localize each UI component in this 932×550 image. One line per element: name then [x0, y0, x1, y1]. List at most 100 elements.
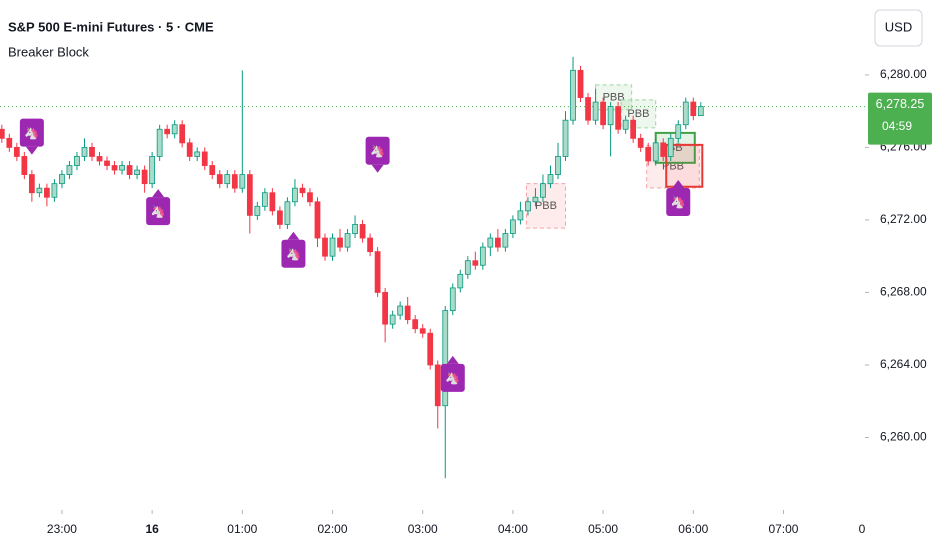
candle-body	[419, 328, 426, 334]
signal-marker	[666, 188, 691, 217]
candle-body	[299, 187, 306, 194]
candle-body	[261, 192, 268, 207]
x-tick-label: 23:00	[47, 522, 77, 536]
signal-pointer	[371, 164, 384, 173]
signal-icon: 🦄	[445, 371, 460, 385]
axes: 6,260.006,264.006,268.006,272.006,276.00…	[865, 67, 932, 444]
candle-body	[314, 201, 321, 239]
last-price-label: 6,278.25	[876, 97, 925, 111]
candle-body	[675, 124, 682, 139]
candle-body	[111, 165, 118, 171]
candle-body	[171, 124, 178, 135]
candle-body	[494, 237, 501, 248]
candle-body	[682, 101, 689, 126]
candle-body	[186, 142, 193, 157]
candle-body	[660, 142, 667, 157]
candle-body	[44, 187, 50, 198]
currency-button[interactable]	[874, 9, 923, 47]
candle-body	[412, 319, 419, 330]
candle-body	[434, 364, 441, 407]
candle-body	[547, 174, 554, 185]
y-tick-label: 6,280.00	[880, 67, 927, 81]
candle-body	[525, 201, 531, 212]
y-tick-label: 6,264.00	[880, 357, 927, 371]
candle-body	[51, 183, 58, 198]
candle-body	[149, 156, 156, 185]
candle-body	[13, 146, 20, 157]
candle-body	[502, 233, 509, 248]
candle-body	[231, 174, 238, 189]
x-tick-label: 04:00	[498, 522, 528, 536]
candle-body	[96, 156, 103, 162]
candle-body	[615, 106, 622, 130]
candle-body	[562, 119, 569, 157]
candle-body	[367, 237, 373, 253]
chart-title: S&P 500 E-mini Futures · 5 · CME	[8, 19, 214, 34]
candle-body	[570, 69, 576, 121]
indicator-name: Breaker Block	[8, 44, 89, 59]
candle-body	[194, 151, 201, 157]
candle-body	[464, 260, 471, 275]
candle-body	[209, 165, 216, 175]
signal-icon: 🦄	[24, 126, 39, 140]
candle-body	[510, 219, 516, 234]
candle-body	[359, 224, 366, 239]
candle-body	[6, 137, 13, 148]
candle-body	[81, 146, 88, 157]
candle-body	[322, 237, 328, 257]
candle-body	[126, 165, 133, 175]
plot-area: 23:00 16 01:00 02:00 03:00 04:00 05:00 06:00 07:…	[0, 56, 889, 536]
signal-icon: 🦄	[286, 247, 301, 261]
candle-body	[21, 156, 28, 175]
candle-body	[457, 273, 464, 289]
candle-body	[555, 156, 561, 175]
candle-body	[0, 128, 5, 139]
y-tick-label: 6,260.00	[880, 430, 927, 444]
x-tick-label: 07:00	[768, 522, 798, 536]
signal-pointer	[25, 146, 38, 155]
candle-body	[201, 151, 208, 166]
candle-body	[307, 192, 313, 203]
candle-body	[577, 69, 584, 98]
breaker-zone	[620, 99, 657, 129]
candle-body	[277, 210, 283, 225]
signal-icon: 🦄	[671, 195, 686, 209]
candle-body	[427, 332, 434, 366]
candle-body	[487, 237, 494, 248]
candle-body	[352, 224, 358, 234]
candle-body	[600, 101, 606, 126]
currency[interactable]: USD	[885, 19, 912, 34]
candle-body	[630, 119, 637, 139]
candle-body	[224, 174, 231, 185]
signal-marker	[281, 239, 306, 268]
price-axis-panel	[865, 0, 932, 550]
signal-pointer	[672, 180, 685, 189]
breaker-zone	[525, 183, 567, 229]
candle-body	[532, 196, 539, 203]
candle-body	[269, 192, 276, 212]
signal-icon: 🦄	[370, 144, 385, 158]
x-tick-label: 03:00	[408, 522, 438, 536]
candle-body	[344, 233, 351, 248]
zone-label: PBB	[627, 108, 649, 120]
candle-body	[652, 142, 659, 162]
candle-body	[397, 305, 404, 316]
candle-body	[284, 201, 291, 225]
x-tick-label: 02:00	[317, 522, 347, 536]
candle-body	[690, 101, 697, 117]
signal-marker	[365, 136, 390, 165]
candle-body	[607, 106, 614, 126]
y-tick-label: 6,272.00	[880, 212, 927, 226]
signal-icon: 🦄	[151, 204, 166, 218]
candle-body	[254, 205, 261, 216]
candle-body	[479, 246, 486, 266]
bar-countdown: 04:59	[882, 119, 912, 133]
signal-marker	[440, 363, 465, 392]
candle-body	[472, 260, 479, 266]
zone-label: PBB	[535, 200, 557, 212]
candle-body	[442, 310, 449, 407]
candle-body	[104, 160, 110, 166]
candle-body	[74, 156, 80, 166]
